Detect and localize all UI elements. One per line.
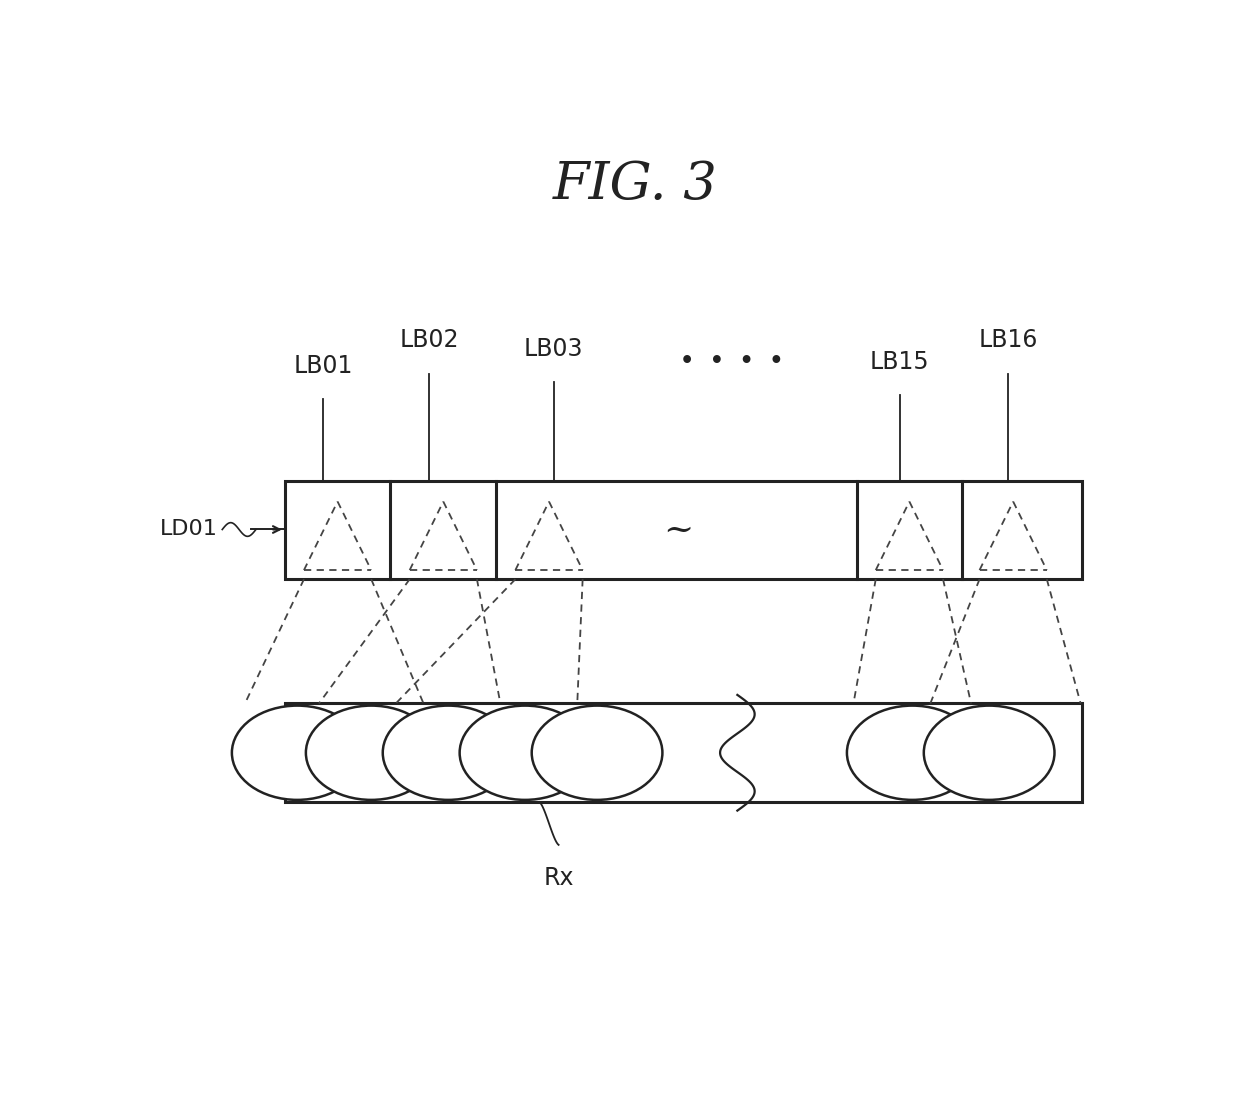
Ellipse shape: [460, 706, 590, 800]
Text: FIG. 3: FIG. 3: [553, 159, 718, 210]
Ellipse shape: [847, 706, 977, 800]
Ellipse shape: [306, 706, 436, 800]
Text: ~: ~: [663, 513, 694, 546]
Text: Rx: Rx: [543, 866, 574, 890]
Text: LB01: LB01: [294, 354, 353, 377]
Text: LB02: LB02: [399, 328, 459, 352]
Text: LB15: LB15: [870, 349, 930, 374]
Bar: [285, 481, 1083, 579]
Text: •  •  •  •: • • • •: [680, 351, 784, 371]
Text: LB03: LB03: [525, 336, 584, 361]
Ellipse shape: [383, 706, 513, 800]
Ellipse shape: [232, 706, 362, 800]
Bar: [285, 703, 1083, 802]
Ellipse shape: [532, 706, 662, 800]
Text: LB16: LB16: [978, 328, 1038, 352]
Text: LD01: LD01: [160, 520, 217, 540]
Ellipse shape: [924, 706, 1054, 800]
